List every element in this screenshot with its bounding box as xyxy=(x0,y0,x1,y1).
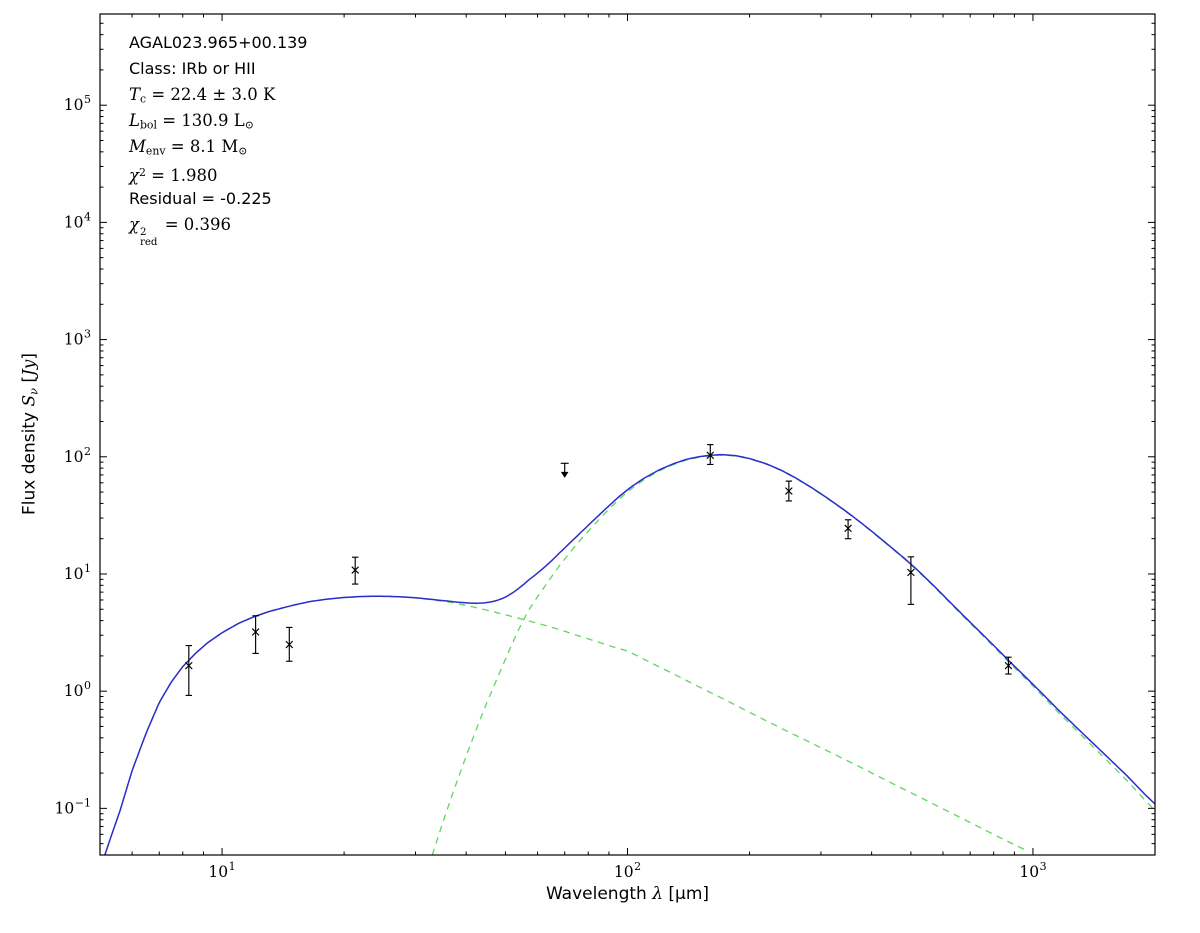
lbol-var: L xyxy=(129,111,140,130)
chi2red-line: χ 2 red = 0.396 xyxy=(129,212,307,248)
menv-unit-sub: ⊙ xyxy=(238,144,248,158)
chi2-line: χ2 = 1.980 xyxy=(129,160,307,186)
x-axis-label: Wavelength λ [μm] xyxy=(100,884,1155,904)
y-label-close: ] xyxy=(19,352,40,360)
plot-frame xyxy=(99,13,1156,856)
tc-value: = 22.4 ± 3.0 K xyxy=(146,85,276,104)
chi2-var: χ xyxy=(129,165,139,185)
tick-label: 102 xyxy=(64,445,91,466)
chi2-sup: 2 xyxy=(139,166,146,179)
data-point xyxy=(785,480,793,502)
luminosity-line: Lbol = 130.9 L⊙ xyxy=(129,108,307,134)
cold-component-curve xyxy=(431,454,1155,855)
model-curves xyxy=(104,453,1155,855)
tick-label: 105 xyxy=(64,93,91,114)
tc-sub: c xyxy=(140,92,147,106)
x-label-unit: [μm] xyxy=(662,884,710,904)
tick-label: 101 xyxy=(64,562,91,583)
chi2red-sup: 2 xyxy=(140,226,147,238)
data-point xyxy=(251,615,260,654)
residual-line: Residual = -0.225 xyxy=(129,189,272,208)
class-line: Class: IRb or HII xyxy=(129,59,256,78)
data-point xyxy=(1004,656,1013,675)
chi2red-var: χ xyxy=(129,215,139,234)
data-point xyxy=(706,444,715,466)
tick-labels: 101 102 103 10−1 100 101 102 103 104 105 xyxy=(55,93,1047,881)
y-label-text: Flux density xyxy=(19,406,40,516)
tick-label: 101 xyxy=(208,860,235,881)
data-point xyxy=(185,644,193,696)
envelope-mass-line: Menv = 8.1 M⊙ xyxy=(129,134,307,160)
dust-temperature-line: Tc = 22.4 ± 3.0 K xyxy=(129,82,307,108)
y-label-nu: ν xyxy=(27,388,41,395)
tick-label: 104 xyxy=(64,210,91,231)
data-points xyxy=(185,444,1013,696)
upper-limit-marker xyxy=(560,462,569,478)
y-label-s: S xyxy=(19,394,40,407)
chi2red-supsub: 2 red xyxy=(140,226,158,248)
arrow-head xyxy=(560,471,569,478)
x-label-text: Wavelength xyxy=(545,884,653,904)
tick-label: 100 xyxy=(64,679,91,700)
source-name: AGAL023.965+00.139 xyxy=(129,33,308,52)
chi2red-sub: red xyxy=(140,236,158,248)
data-point xyxy=(285,626,294,662)
tick-label: 103 xyxy=(1019,860,1046,881)
y-axis-label: Flux density Sν [Jy] xyxy=(20,353,41,515)
y-label-jy: Jy xyxy=(19,359,40,377)
y-label-open: [ xyxy=(19,376,40,389)
data-point xyxy=(351,556,359,585)
chi2-value: = 1.980 xyxy=(145,165,218,185)
menv-var: M xyxy=(129,137,146,156)
tick-label: 102 xyxy=(614,860,641,881)
lbol-unit-sub: ⊙ xyxy=(244,118,254,132)
total-model-curve xyxy=(104,453,1155,855)
data-point xyxy=(907,556,915,605)
chi2red-value: = 0.396 xyxy=(159,215,232,234)
lbol-value: = 130.9 xyxy=(156,111,234,130)
menv-sub: env xyxy=(145,144,166,158)
tick-label: 10−1 xyxy=(55,796,91,817)
menv-value: = 8.1 xyxy=(165,137,222,156)
x-label-lambda: λ xyxy=(652,884,663,904)
tc-var: T xyxy=(129,85,141,104)
lbol-sub: bol xyxy=(139,118,157,132)
data-point xyxy=(844,519,852,540)
warm-component-curve xyxy=(104,595,1027,855)
tick-label: 103 xyxy=(64,328,91,349)
fit-parameters-annotation: AGAL023.965+00.139 Class: IRb or HII Tc … xyxy=(129,30,308,248)
menv-unit: M xyxy=(221,137,239,156)
lbol-unit: L xyxy=(233,111,245,130)
